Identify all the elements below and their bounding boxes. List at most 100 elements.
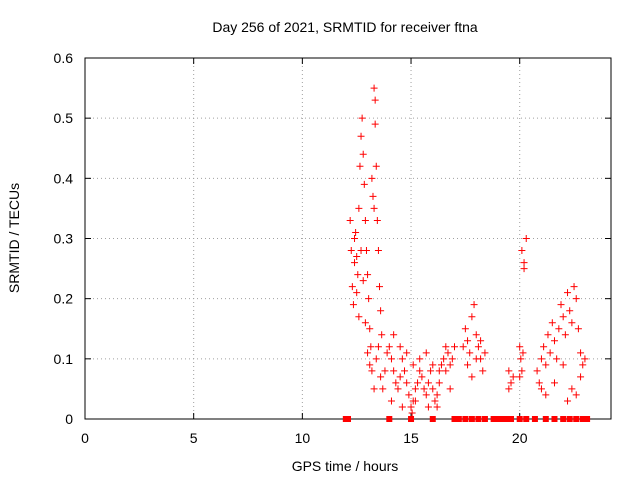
x-tick-label: 0 <box>81 430 89 446</box>
data-point <box>351 259 359 267</box>
data-point <box>369 192 377 200</box>
data-point <box>477 337 485 345</box>
data-point <box>433 403 441 411</box>
data-point <box>507 379 515 387</box>
data-point <box>533 367 541 375</box>
data-point <box>537 355 545 363</box>
data-point <box>435 367 443 375</box>
zero-marker <box>494 416 501 422</box>
zero-marker <box>481 416 488 422</box>
data-point <box>355 204 363 212</box>
plot-frame <box>84 57 612 420</box>
data-point <box>542 361 550 369</box>
data-point <box>537 385 545 393</box>
data-point <box>446 361 454 369</box>
data-point <box>352 228 360 236</box>
data-point <box>411 397 419 405</box>
data-point <box>378 331 386 339</box>
data-point <box>468 313 476 321</box>
zero-marker <box>560 416 567 422</box>
data-point <box>387 355 395 363</box>
data-point <box>555 325 563 333</box>
data-point <box>418 373 426 381</box>
data-point <box>481 349 489 357</box>
data-point <box>505 385 513 393</box>
data-point <box>429 361 437 369</box>
zero-marker <box>523 416 530 422</box>
data-point <box>364 271 372 279</box>
zero-marker <box>579 416 586 422</box>
y-tick-label: 0.3 <box>54 231 74 247</box>
data-point <box>472 331 480 339</box>
data-point <box>440 355 448 363</box>
y-tick-label: 0.4 <box>54 170 74 186</box>
grid-lines <box>85 58 611 419</box>
data-point <box>516 373 524 381</box>
data-point <box>564 397 572 405</box>
data-point <box>466 349 474 357</box>
zero-marker <box>584 416 591 422</box>
zero-marker <box>573 416 580 422</box>
data-point <box>427 367 435 375</box>
data-point <box>459 343 467 351</box>
data-point <box>540 343 548 351</box>
data-point <box>348 283 356 291</box>
data-point <box>568 385 576 393</box>
data-point <box>372 162 380 170</box>
data-point <box>570 283 578 291</box>
data-point <box>383 349 391 357</box>
data-point <box>557 301 565 309</box>
zero-marker <box>508 416 515 422</box>
data-point <box>377 307 385 315</box>
data-point <box>349 301 357 309</box>
data-point <box>472 355 480 363</box>
data-point <box>542 391 550 399</box>
data-point <box>347 247 355 255</box>
data-point <box>359 150 367 158</box>
zero-marker <box>386 416 393 422</box>
data-point <box>376 283 384 291</box>
data-point <box>451 343 459 351</box>
zero-marker <box>451 416 458 422</box>
data-point <box>409 361 417 369</box>
data-point <box>518 367 526 375</box>
data-point <box>442 343 450 351</box>
data-point <box>544 331 552 339</box>
zero-marker <box>551 416 558 422</box>
data-point <box>403 349 411 357</box>
data-point <box>367 343 375 351</box>
data-point <box>401 367 409 375</box>
data-point <box>561 331 569 339</box>
zero-marker <box>531 416 538 422</box>
data-point <box>396 373 404 381</box>
data-point <box>444 349 452 357</box>
data-point <box>437 361 445 369</box>
data-point <box>411 385 419 393</box>
data-point <box>572 391 580 399</box>
data-point <box>374 343 382 351</box>
data-point <box>407 403 415 411</box>
data-point <box>405 391 413 399</box>
data-point <box>385 343 393 351</box>
data-point <box>572 295 580 303</box>
data-point <box>379 385 387 393</box>
data-point <box>509 373 517 381</box>
chart-title: Day 256 of 2021, SRMTID for receiver ftn… <box>212 19 478 35</box>
zero-marker <box>542 416 549 422</box>
data-point <box>546 349 554 357</box>
data-point <box>505 367 513 375</box>
data-point <box>359 277 367 285</box>
data-point <box>448 355 456 363</box>
data-point <box>381 367 389 375</box>
data-point <box>564 289 572 297</box>
data-point <box>371 120 379 128</box>
data-point <box>370 204 378 212</box>
data-point <box>346 216 354 224</box>
data-point <box>470 301 478 309</box>
data-point <box>366 361 374 369</box>
y-axis-label: SRMTID / TECUs <box>6 183 22 293</box>
data-point <box>398 355 406 363</box>
axis-ticks <box>84 57 611 420</box>
x-tick-label: 5 <box>190 430 198 446</box>
